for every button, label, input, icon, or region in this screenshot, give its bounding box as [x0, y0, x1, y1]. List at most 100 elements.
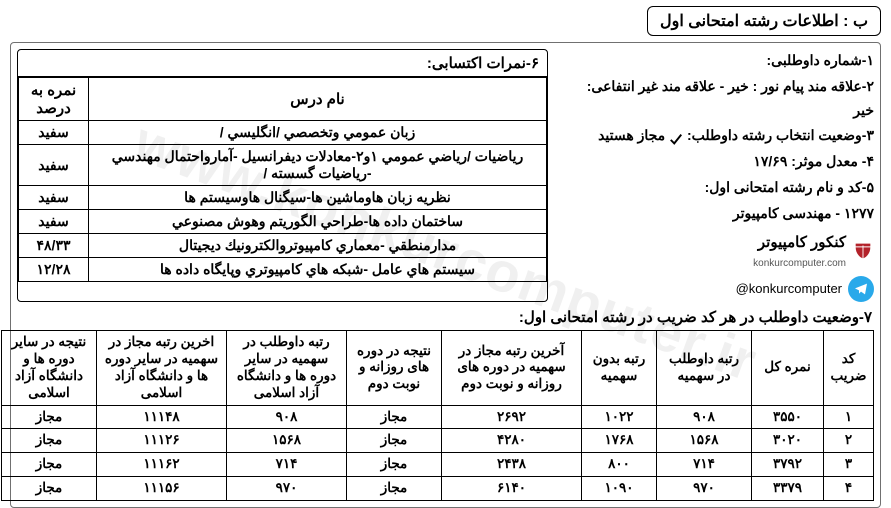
- grades-h-pct: نمره به درصد: [19, 78, 89, 121]
- l2-label2: علاقه مند غیر انتفاعی:: [587, 78, 716, 94]
- status-header-row: کد ضریبنمره کلرتبه داوطلب در سهمیهرتبه ب…: [2, 331, 874, 406]
- grade-pct-cell: ۱۲/۲۸: [19, 258, 89, 282]
- section-title: ب : اطلاعات رشته امتحانی اول: [647, 6, 881, 36]
- brand-text: کنکور کامپیوتر konkurcomputer.com: [753, 230, 846, 273]
- grades-title: ۶-نمرات اکتسابی:: [18, 50, 547, 77]
- grade-pct-cell: سفید: [19, 121, 89, 145]
- status-title: ۷-وضعیت داوطلب در هر کد ضریب در رشته امت…: [19, 308, 872, 326]
- table-row: مدارمنطقي -معماري كامپيوتروالكترونيك ديج…: [19, 234, 547, 258]
- status-cell: ۱: [824, 405, 874, 429]
- grade-name-cell: نظريه زبان هاوماشين ها-سيگنال هاوسيستم ه…: [89, 186, 547, 210]
- content-frame: ۱-شماره داوطلبی: ۲-علاقه مند پیام نور : …: [10, 42, 881, 508]
- status-cell: ۳۵۵۰: [752, 405, 824, 429]
- status-cell: ۲۴۳۸: [442, 453, 582, 477]
- status-cell: ۴: [824, 477, 874, 501]
- brand-fa: کنکور کامپیوتر: [753, 230, 846, 256]
- l4-label: ۴- معدل موثر:: [791, 153, 874, 169]
- info-line-3: ۳-وضعیت انتخاب رشته داوطلب: مجاز هستید: [554, 124, 874, 148]
- grades-h-name: نام درس: [89, 78, 547, 121]
- brand-en: konkurcomputer.com: [753, 255, 846, 272]
- table-row: نظريه زبان هاوماشين ها-سيگنال هاوسيستم ه…: [19, 186, 547, 210]
- status-header-cell: رتبه داوطلب در سهمیه: [657, 331, 752, 406]
- status-header-cell: نتیجه در دوره های روزانه و نوبت دوم: [347, 331, 442, 406]
- status-cell: ۳: [824, 453, 874, 477]
- social-handle: @konkurcomputer: [736, 278, 842, 300]
- table-row: ۱۳۵۵۰۹۰۸۱۰۲۲۲۶۹۲مجاز۹۰۸۱۱۱۴۸مجاز: [2, 405, 874, 429]
- top-row: ۱-شماره داوطلبی: ۲-علاقه مند پیام نور : …: [17, 49, 874, 302]
- telegram-icon: [848, 276, 874, 302]
- status-cell: مجاز: [347, 477, 442, 501]
- table-row: زبان عمومي وتخصصي /انگليسي /سفید: [19, 121, 547, 145]
- status-cell: ۱۰۲۲: [582, 405, 657, 429]
- status-cell: ۹۰۸: [657, 405, 752, 429]
- info-line-5a: ۵-کد و نام رشته امتحانی اول:: [554, 176, 874, 200]
- status-cell: مجاز: [347, 453, 442, 477]
- grades-box: ۶-نمرات اکتسابی: نام درس نمره به درصد زب…: [17, 49, 548, 302]
- grade-pct-cell: سفید: [19, 186, 89, 210]
- grade-name-cell: مدارمنطقي -معماري كامپيوتروالكترونيك ديج…: [89, 234, 547, 258]
- status-cell: ۸۰۰: [582, 453, 657, 477]
- status-cell: ۷۱۴: [227, 453, 347, 477]
- status-header-cell: کد ضریب: [824, 331, 874, 406]
- status-cell: مجاز: [2, 453, 97, 477]
- status-cell: مجاز: [347, 405, 442, 429]
- l4-ans: ۱۷/۶۹: [753, 153, 787, 169]
- status-cell: ۹۷۰: [227, 477, 347, 501]
- table-row: ۲۳۰۲۰۱۵۶۸۱۷۶۸۴۲۸۰مجاز۱۵۶۸۱۱۱۲۶مجاز: [2, 429, 874, 453]
- l2-sep: -: [716, 78, 725, 94]
- grade-pct-cell: سفید: [19, 210, 89, 234]
- grade-name-cell: ساختمان داده ها-طراحي الگوريتم وهوش مصنو…: [89, 210, 547, 234]
- candidate-info: ۱-شماره داوطلبی: ۲-علاقه مند پیام نور : …: [554, 49, 874, 302]
- status-cell: ۱۵۶۸: [657, 429, 752, 453]
- status-cell: ۱۱۱۲۶: [97, 429, 227, 453]
- info-line-2: ۲-علاقه مند پیام نور : خیر - علاقه مند غ…: [554, 75, 874, 123]
- status-cell: مجاز: [347, 429, 442, 453]
- social-block: @konkurcomputer: [554, 276, 874, 302]
- table-row: ۴۳۳۷۹۹۷۰۱۰۹۰۶۱۴۰مجاز۹۷۰۱۱۱۵۶مجاز: [2, 477, 874, 501]
- status-cell: ۱۵۶۸: [227, 429, 347, 453]
- grade-name-cell: زبان عمومي وتخصصي /انگليسي /: [89, 121, 547, 145]
- status-cell: ۶۱۴۰: [442, 477, 582, 501]
- status-cell: مجاز: [2, 477, 97, 501]
- status-cell: ۲۶۹۲: [442, 405, 582, 429]
- status-cell: ۳۷۹۲: [752, 453, 824, 477]
- l2-label: ۲-علاقه مند پیام نور :: [753, 78, 874, 94]
- status-header-cell: رتبه بدون سهمیه: [582, 331, 657, 406]
- status-cell: ۱۷۶۸: [582, 429, 657, 453]
- brand-block: کنکور کامپیوتر konkurcomputer.com: [554, 230, 874, 273]
- grade-name-cell: سيستم هاي عامل -شبكه هاي كامپيوتري وپايگ…: [89, 258, 547, 282]
- table-row: ۳۳۷۹۲۷۱۴۸۰۰۲۴۳۸مجاز۷۱۴۱۱۱۶۲مجاز: [2, 453, 874, 477]
- grade-pct-cell: ۴۸/۳۳: [19, 234, 89, 258]
- table-row: سيستم هاي عامل -شبكه هاي كامپيوتري وپايگ…: [19, 258, 547, 282]
- info-line-4: ۴- معدل موثر: ۱۷/۶۹: [554, 150, 874, 174]
- check-icon: [669, 130, 683, 144]
- status-cell: ۹۰۸: [227, 405, 347, 429]
- status-cell: ۱۱۱۵۶: [97, 477, 227, 501]
- status-cell: ۱۰۹۰: [582, 477, 657, 501]
- status-cell: ۴۲۸۰: [442, 429, 582, 453]
- status-cell: مجاز: [2, 405, 97, 429]
- status-table: کد ضریبنمره کلرتبه داوطلب در سهمیهرتبه ب…: [1, 330, 874, 501]
- status-header-cell: نتیجه در سایر دوره ها و دانشگاه آزاد اسل…: [2, 331, 97, 406]
- grade-pct-cell: سفید: [19, 145, 89, 186]
- status-header-cell: آخرین رتبه مجاز در سهمیه در دوره های روز…: [442, 331, 582, 406]
- status-cell: ۳۰۲۰: [752, 429, 824, 453]
- grades-table: نام درس نمره به درصد زبان عمومي وتخصصي /…: [18, 77, 547, 282]
- table-row: رياضيات /رياضي عمومي ۱و۲-معادلات ديفرانس…: [19, 145, 547, 186]
- status-cell: ۲: [824, 429, 874, 453]
- status-header-cell: اخرین رتبه مجاز در سهمیه در سایر دوره ها…: [97, 331, 227, 406]
- status-cell: ۱۱۱۶۲: [97, 453, 227, 477]
- grade-name-cell: رياضيات /رياضي عمومي ۱و۲-معادلات ديفرانس…: [89, 145, 547, 186]
- l3-ans: مجاز هستید: [598, 127, 665, 143]
- info-line-5b: ۱۲۷۷ - مهندسی کامپیوتر: [554, 202, 874, 226]
- l3-label: ۳-وضعیت انتخاب رشته داوطلب:: [687, 127, 874, 143]
- info-line-1: ۱-شماره داوطلبی:: [554, 49, 874, 73]
- status-header-cell: نمره کل: [752, 331, 824, 406]
- status-cell: مجاز: [2, 429, 97, 453]
- table-row: ساختمان داده ها-طراحي الگوريتم وهوش مصنو…: [19, 210, 547, 234]
- status-header-cell: رتبه داوطلب در سهمیه در سایر دوره ها و د…: [227, 331, 347, 406]
- status-cell: ۷۱۴: [657, 453, 752, 477]
- grades-header-row: نام درس نمره به درصد: [19, 78, 547, 121]
- brand-logo-icon: [852, 240, 874, 262]
- status-cell: ۱۱۱۴۸: [97, 405, 227, 429]
